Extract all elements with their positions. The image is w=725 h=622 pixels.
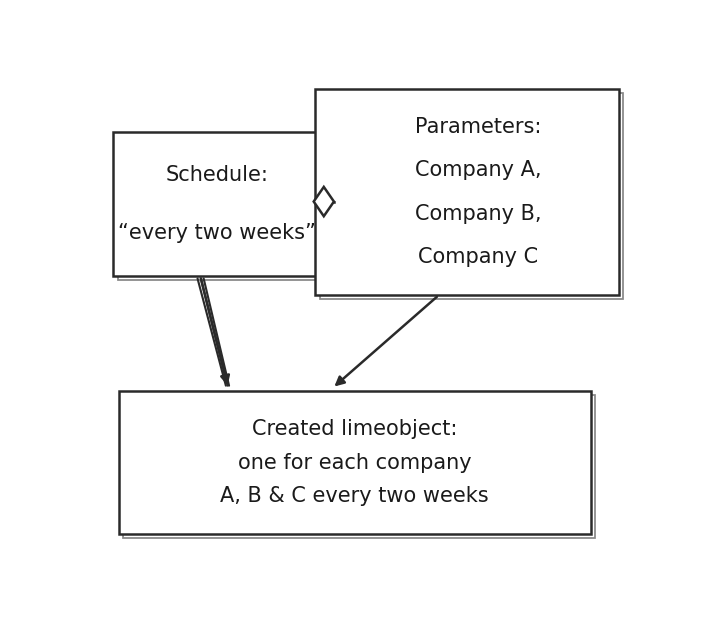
Text: Created limeobject:: Created limeobject: bbox=[252, 419, 457, 439]
Bar bbox=[320, 93, 624, 299]
Polygon shape bbox=[314, 187, 334, 216]
Bar bbox=[315, 89, 618, 295]
Bar bbox=[117, 136, 326, 280]
Text: Parameters:: Parameters: bbox=[415, 118, 542, 137]
Text: Company A,: Company A, bbox=[415, 160, 542, 180]
Text: A, B & C every two weeks: A, B & C every two weeks bbox=[220, 486, 489, 506]
Text: “every two weeks”: “every two weeks” bbox=[118, 223, 316, 243]
Bar bbox=[123, 394, 595, 538]
Text: Company C: Company C bbox=[418, 247, 539, 267]
Text: Company B,: Company B, bbox=[415, 203, 542, 223]
Text: Schedule:: Schedule: bbox=[165, 165, 268, 185]
Text: one for each company: one for each company bbox=[238, 453, 471, 473]
Bar bbox=[113, 132, 321, 276]
Bar bbox=[119, 391, 591, 534]
